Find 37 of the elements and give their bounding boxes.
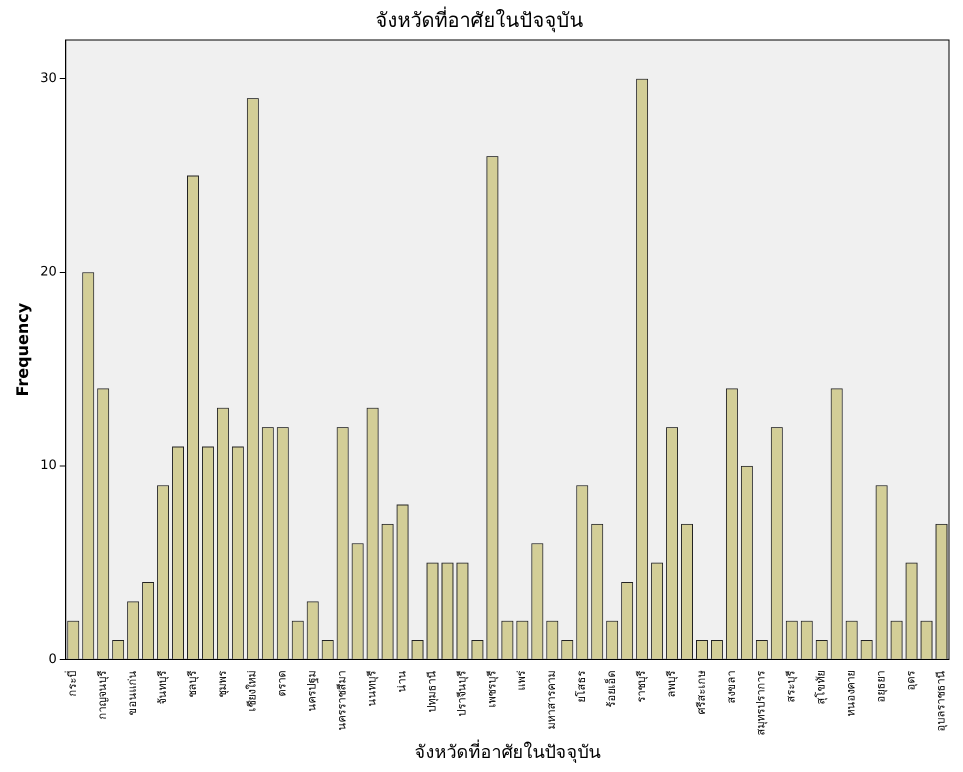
y-tick-label: 0 bbox=[48, 652, 57, 667]
y-axis-title: Frequency bbox=[12, 302, 32, 397]
x-tick-label: ศรีสะเกษ bbox=[694, 670, 708, 714]
x-tick-label: อยุธยา bbox=[874, 670, 888, 702]
x-tick-label: ยโสธร bbox=[574, 670, 588, 702]
x-tick-label: ชุมพร bbox=[216, 670, 229, 698]
x-tick-label: สงขลา bbox=[724, 670, 738, 704]
x-tick-label: แพร่ bbox=[515, 670, 528, 690]
x-tick-label: นครปฐม bbox=[306, 670, 319, 712]
x-tick-label: สมุทรปราการ bbox=[754, 670, 768, 736]
x-tick-label: ลพบุรี bbox=[664, 670, 678, 698]
x-tick-label: เพชรบุรี bbox=[485, 670, 498, 708]
x-tick-label: อุบลราชธานี bbox=[934, 670, 948, 732]
x-tick-label: นนทบุรี bbox=[365, 670, 378, 706]
x-tick-label: มหาสารคาม bbox=[545, 670, 558, 730]
y-tick-label: 10 bbox=[40, 458, 57, 474]
y-tick-label: 20 bbox=[40, 264, 57, 280]
x-tick-label: ร้อยเอ็ด bbox=[604, 670, 618, 708]
x-tick-label: กระบี่ bbox=[64, 670, 80, 696]
y-tick-label: 30 bbox=[40, 71, 57, 86]
x-tick-label: นครราชสีมา bbox=[336, 670, 349, 730]
x-tick-label: จันทบุรี bbox=[156, 670, 169, 704]
x-tick-label: น่าน bbox=[395, 670, 408, 692]
x-tick-label: ตราด bbox=[276, 670, 289, 696]
x-tick-label: ราชบุรี bbox=[634, 670, 648, 702]
x-tick-label: เชียงใหม่ bbox=[246, 670, 259, 712]
x-axis-title: จังหวัดที่อาศัยในปัจจุบัน bbox=[414, 738, 600, 763]
x-tick-label: หนองคาย bbox=[844, 670, 858, 716]
chart-title: จังหวัดที่อาศัยในปัจจุบัน bbox=[376, 6, 584, 34]
x-tick-label: ขอนแก่น bbox=[126, 670, 139, 716]
x-tick-label: สระบุรี bbox=[784, 670, 798, 702]
x-tick-label: ปราจีนบุรี bbox=[455, 670, 468, 716]
x-tick-label: กาญจนบุรี bbox=[96, 670, 110, 720]
x-tick-label: ชลบุรี bbox=[186, 670, 199, 698]
x-tick-label: สุโขทัย bbox=[814, 670, 828, 704]
x-tick-label: ปทุมธานี bbox=[425, 670, 438, 712]
x-tick-label: อุดร bbox=[904, 670, 918, 690]
